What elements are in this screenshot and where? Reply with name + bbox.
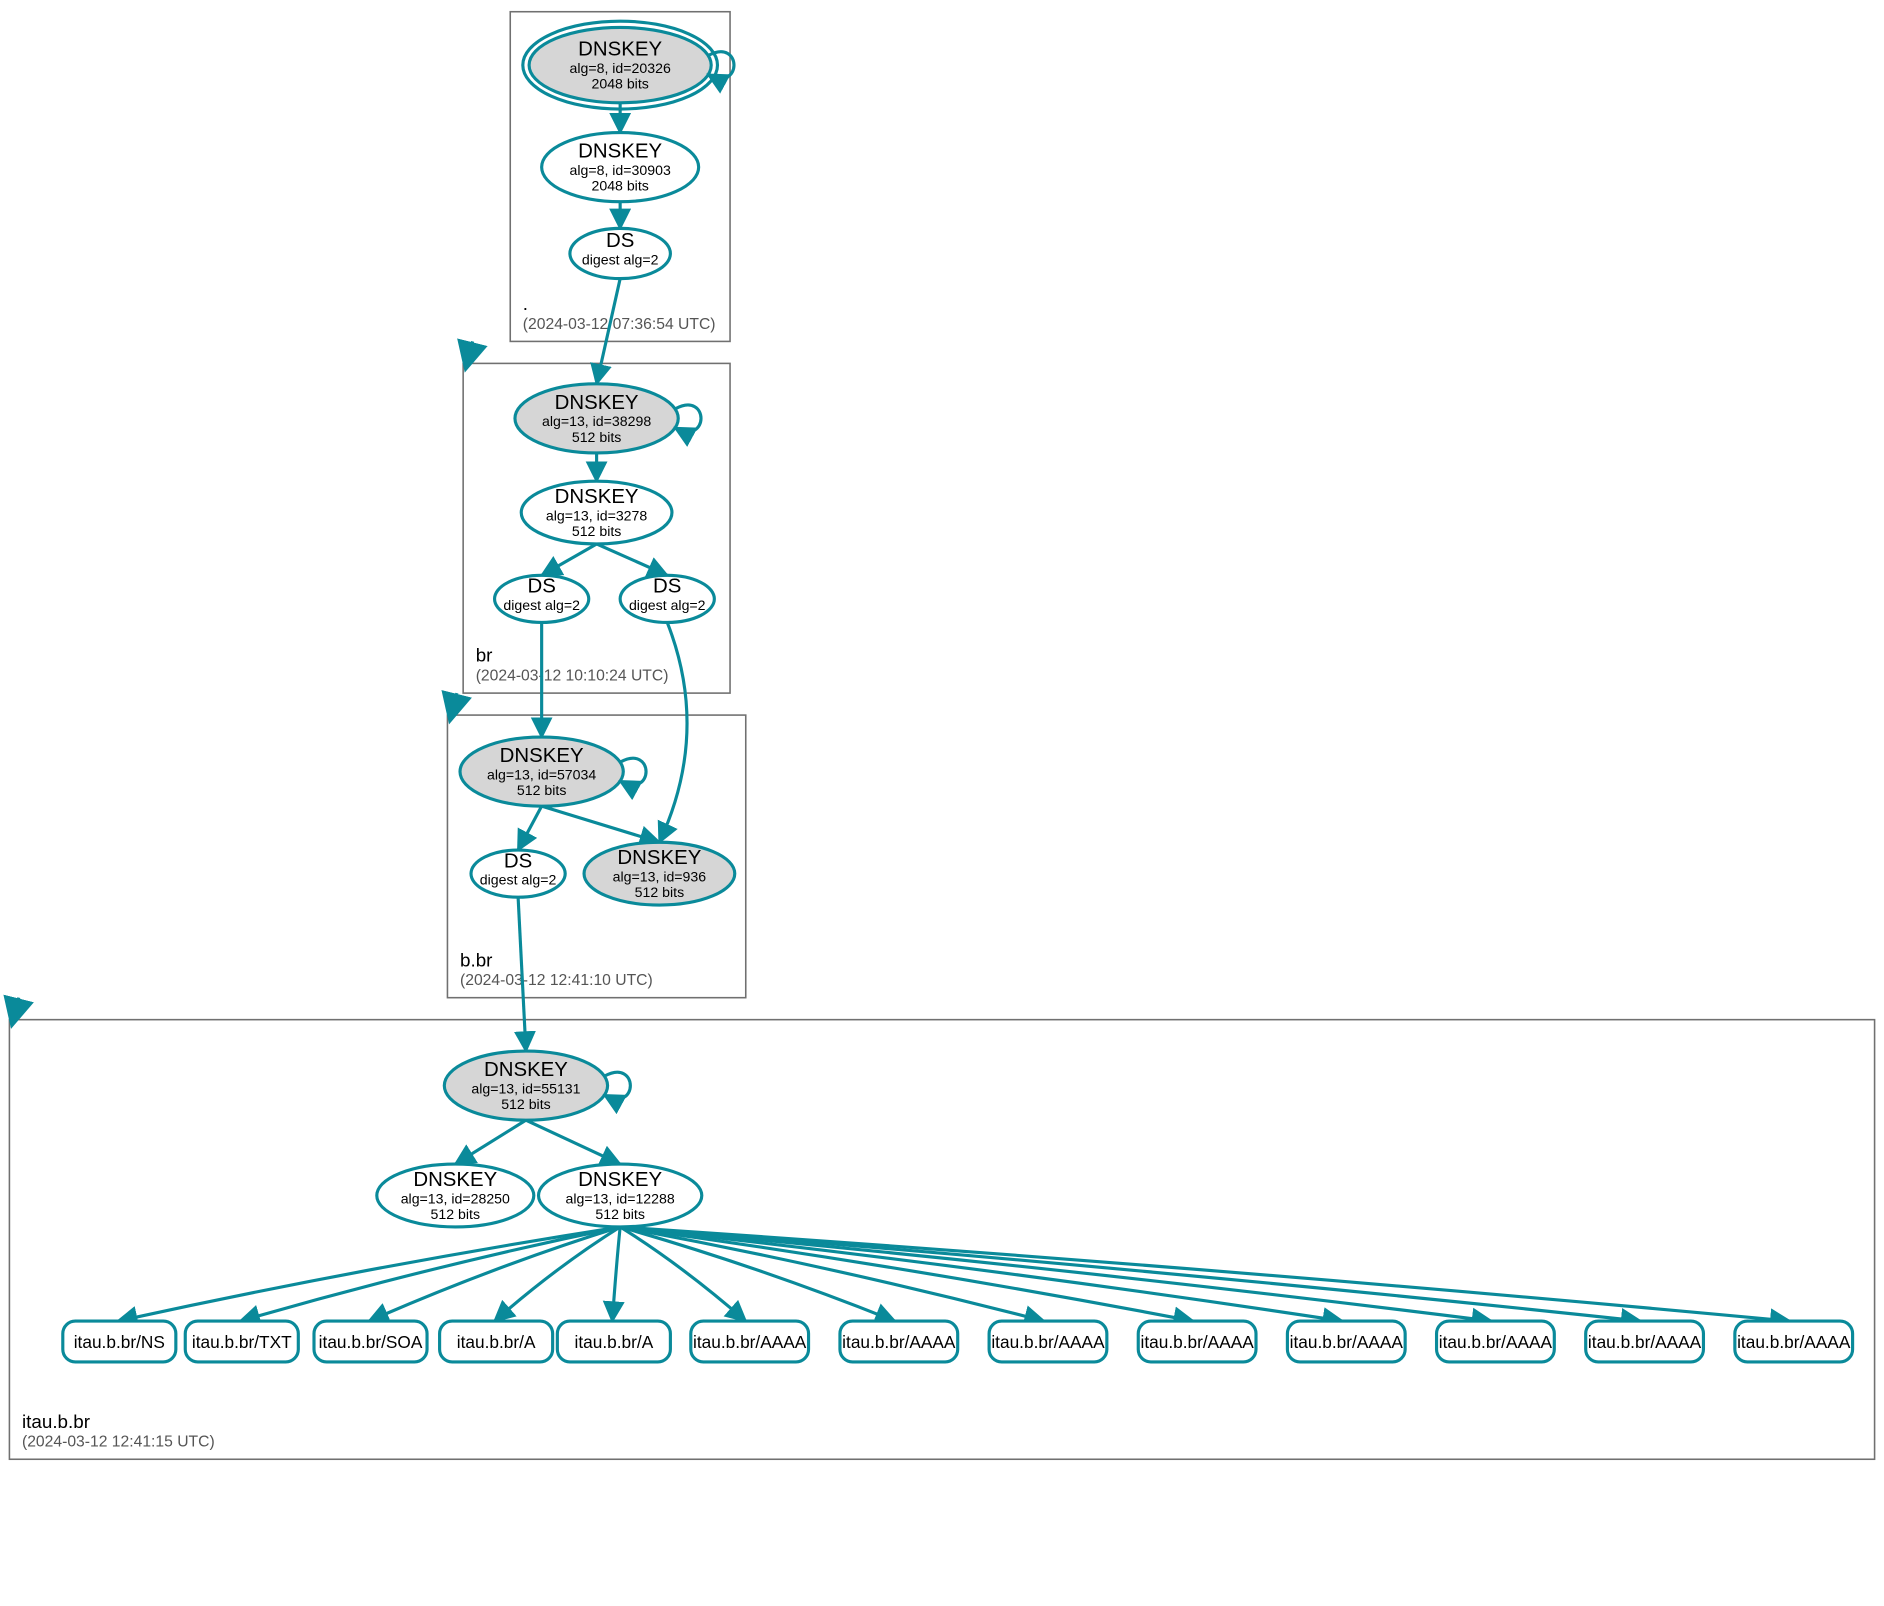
zone-label: .	[523, 293, 528, 314]
node-title: DNSKEY	[555, 392, 639, 414]
node-line2: digest alg=2	[503, 597, 580, 613]
rrset-10: itau.b.br/AAAA	[1437, 1321, 1555, 1362]
node-title: DNSKEY	[578, 141, 662, 163]
node-title: DS	[504, 850, 532, 872]
rrset-8: itau.b.br/AAAA	[1138, 1321, 1256, 1362]
node-title: DNSKEY	[500, 745, 584, 767]
node-line2: alg=13, id=12288	[566, 1190, 675, 1206]
edge-sign-rr-8	[620, 1227, 1193, 1321]
node-title: DS	[653, 576, 681, 598]
rrset-5: itau.b.br/AAAA	[691, 1321, 809, 1362]
rrset-label: itau.b.br/SOA	[319, 1332, 423, 1352]
node-title: DNSKEY	[617, 847, 701, 869]
node-line2: alg=13, id=28250	[401, 1190, 510, 1206]
rrset-label: itau.b.br/AAAA	[1140, 1332, 1254, 1352]
node-line2: alg=13, id=55131	[471, 1080, 580, 1096]
edge-sign-rr-4	[612, 1227, 620, 1321]
node-line2: alg=13, id=3278	[546, 507, 647, 523]
edge-sign-rr-0	[118, 1227, 620, 1321]
node-line3: 512 bits	[595, 1206, 644, 1222]
node-title: DS	[606, 230, 634, 252]
rrset-label: itau.b.br/A	[457, 1332, 536, 1352]
rrset-label: itau.b.br/AAAA	[1737, 1332, 1851, 1352]
node-br-zsk: DNSKEYalg=13, id=3278512 bits	[521, 481, 672, 544]
node-root-zsk: DNSKEYalg=8, id=309032048 bits	[542, 133, 699, 202]
node-line3: 512 bits	[501, 1096, 550, 1112]
rrset-label: itau.b.br/AAAA	[1290, 1332, 1404, 1352]
node-title: DNSKEY	[578, 39, 662, 61]
node-bbr-ds: DSdigest alg=2	[471, 850, 565, 897]
zone-label: br	[476, 645, 493, 666]
edge-sign-rr-1	[240, 1227, 620, 1321]
edge-sign-rr-2	[369, 1227, 620, 1321]
rrset-label: itau.b.br/A	[575, 1332, 654, 1352]
edge-br-zsk-br-ds1	[542, 544, 597, 575]
node-line2: alg=8, id=20326	[569, 60, 670, 76]
node-br-ds2: DSdigest alg=2	[620, 575, 714, 622]
rrset-label: itau.b.br/TXT	[192, 1332, 292, 1352]
edge-br-ds2-bbr-zsk2	[659, 622, 687, 842]
rrset-label: itau.b.br/NS	[74, 1332, 165, 1352]
rrset-11: itau.b.br/AAAA	[1586, 1321, 1704, 1362]
node-bbr-zsk2: DNSKEYalg=13, id=936512 bits	[584, 842, 735, 905]
rrset-label: itau.b.br/AAAA	[842, 1332, 956, 1352]
node-line2: digest alg=2	[480, 872, 557, 888]
node-line3: 512 bits	[572, 429, 621, 445]
node-line2: digest alg=2	[582, 251, 659, 267]
dnssec-diagram: . (2024-03-12 07:36:54 UTC) br (2024-03-12 …	[0, 0, 1884, 1606]
zone-timestamp: (2024-03-12 12:41:15 UTC)	[22, 1434, 215, 1451]
node-root-ds: DSdigest alg=2	[570, 228, 670, 278]
rrset-label: itau.b.br/AAAA	[991, 1332, 1105, 1352]
rrset-3: itau.b.br/A	[440, 1321, 553, 1362]
rrset-7: itau.b.br/AAAA	[989, 1321, 1107, 1362]
rrset-label: itau.b.br/AAAA	[1439, 1332, 1553, 1352]
node-line2: alg=8, id=30903	[569, 162, 670, 178]
node-title: DNSKEY	[484, 1059, 568, 1081]
rrset-label: itau.b.br/AAAA	[693, 1332, 807, 1352]
edge-itau-ksk-itau-zsk2	[526, 1120, 620, 1164]
node-root-ksk: DNSKEYalg=8, id=203262048 bits	[523, 21, 734, 109]
zone-timestamp: (2024-03-12 12:41:10 UTC)	[460, 972, 653, 989]
edge-bbr-ksk-bbr-zsk2	[542, 806, 660, 842]
node-line2: digest alg=2	[629, 597, 706, 613]
node-line3: 2048 bits	[591, 178, 648, 194]
rrset-9: itau.b.br/AAAA	[1287, 1321, 1405, 1362]
edge-bbr-ksk-bbr-ds	[518, 806, 542, 850]
node-line3: 512 bits	[635, 884, 684, 900]
node-itau-zsk1: DNSKEYalg=13, id=28250512 bits	[377, 1164, 534, 1227]
rrset-1: itau.b.br/TXT	[185, 1321, 298, 1362]
edge-itau-ksk-itau-zsk1	[455, 1120, 526, 1164]
node-title: DNSKEY	[555, 486, 639, 508]
rrset-2: itau.b.br/SOA	[314, 1321, 427, 1362]
rrset-label: itau.b.br/AAAA	[1588, 1332, 1702, 1352]
zone-timestamp: (2024-03-12 07:36:54 UTC)	[523, 316, 716, 333]
node-line3: 512 bits	[517, 782, 566, 798]
rrset-12: itau.b.br/AAAA	[1735, 1321, 1853, 1362]
node-title: DS	[527, 576, 555, 598]
rrset-0: itau.b.br/NS	[63, 1321, 176, 1362]
edge-br-zsk-br-ds2	[597, 544, 668, 575]
rrset-4: itau.b.br/A	[557, 1321, 670, 1362]
node-itau-zsk2: DNSKEYalg=13, id=12288512 bits	[539, 1164, 702, 1227]
node-line3: 512 bits	[431, 1206, 480, 1222]
node-line3: 512 bits	[572, 523, 621, 539]
zone-itau: itau.b.br (2024-03-12 12:41:15 UTC)	[9, 1020, 1874, 1460]
node-line2: alg=13, id=57034	[487, 766, 596, 782]
node-line3: 2048 bits	[591, 76, 648, 92]
node-br-ds1: DSdigest alg=2	[495, 575, 589, 622]
zone-label: b.br	[460, 949, 492, 970]
zone-label: itau.b.br	[22, 1411, 90, 1432]
node-br-ksk: DNSKEYalg=13, id=38298512 bits	[515, 384, 701, 453]
node-line2: alg=13, id=936	[613, 869, 707, 885]
zone-timestamp: (2024-03-12 10:10:24 UTC)	[476, 668, 669, 685]
node-itau-ksk: DNSKEYalg=13, id=55131512 bits	[444, 1051, 630, 1120]
node-title: DNSKEY	[578, 1169, 662, 1191]
node-line2: alg=13, id=38298	[542, 413, 651, 429]
rrset-6: itau.b.br/AAAA	[840, 1321, 958, 1362]
node-bbr-ksk: DNSKEYalg=13, id=57034512 bits	[460, 737, 646, 806]
node-title: DNSKEY	[413, 1169, 497, 1191]
